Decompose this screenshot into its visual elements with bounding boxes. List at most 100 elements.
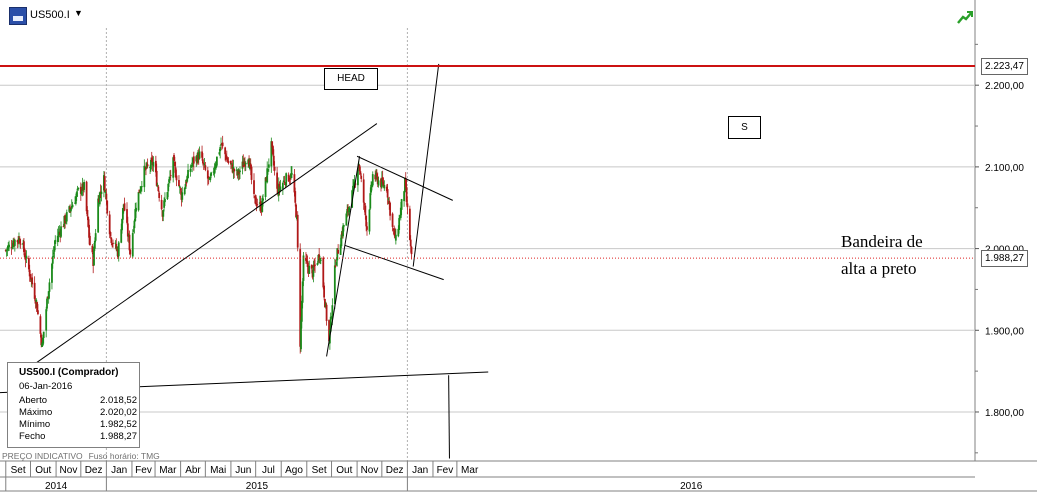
info-value: 1.982,52 xyxy=(100,419,137,430)
candle-body xyxy=(342,225,345,227)
candle-body xyxy=(394,230,396,239)
info-value: 2.020,02 xyxy=(100,407,137,418)
last-price-tag: 1.988,27 xyxy=(981,250,1028,268)
candle-body xyxy=(306,261,309,267)
candle-body xyxy=(23,253,26,258)
x-month-label: Mai xyxy=(210,465,226,476)
candle-body xyxy=(219,147,222,152)
x-year-label: 2015 xyxy=(246,481,269,492)
candle-body xyxy=(85,181,88,212)
candle-body xyxy=(88,235,91,246)
candle-body xyxy=(365,215,368,227)
candle-body xyxy=(254,195,257,205)
x-month-label: Jan xyxy=(111,465,127,476)
candle-body xyxy=(57,231,60,237)
candle-body xyxy=(406,203,409,208)
candle-body xyxy=(310,264,313,269)
candle-body xyxy=(51,263,53,283)
candle-body xyxy=(391,213,394,227)
candle-body xyxy=(19,243,22,245)
candle-body xyxy=(42,331,45,339)
info-title: US500.I (Comprador) xyxy=(19,367,119,378)
candle-body xyxy=(272,146,274,155)
candle-body xyxy=(110,237,113,243)
candle-body xyxy=(131,233,134,257)
trend-up-icon[interactable] xyxy=(957,10,973,24)
candle-body xyxy=(154,160,157,173)
x-month-label: Set xyxy=(312,465,327,476)
candle-body xyxy=(115,243,118,250)
candle-body xyxy=(112,242,114,244)
candle-body xyxy=(111,243,114,245)
candle-body xyxy=(316,263,319,265)
candle-body xyxy=(314,264,316,266)
ohlc-info-box: US500.I (Comprador) 06-Jan-2016 Aberto 2… xyxy=(7,362,140,448)
head-annotation[interactable]: HEAD xyxy=(324,68,378,90)
candle-body xyxy=(48,282,51,292)
plot-area[interactable] xyxy=(0,28,975,461)
candle-body xyxy=(249,163,252,169)
candle-body xyxy=(371,174,374,186)
candle-body xyxy=(393,229,396,231)
candle-body xyxy=(380,178,383,188)
candle-body xyxy=(376,176,379,185)
candle-body xyxy=(104,191,107,193)
candle-body xyxy=(178,180,180,187)
candle-body xyxy=(225,157,228,159)
candle-body xyxy=(375,173,378,177)
y-tick-label: 2.000,00 xyxy=(985,245,1024,256)
candle-body xyxy=(117,242,120,257)
candle-body xyxy=(281,183,284,189)
candle-body xyxy=(389,202,391,216)
candle-body xyxy=(52,252,55,254)
bull-flag-annotation[interactable]: Bandeira de alta a preto xyxy=(841,228,951,282)
candle-body xyxy=(235,169,238,171)
info-date: 06-Jan-2016 xyxy=(19,381,73,392)
candle-body xyxy=(145,166,147,170)
candle-body xyxy=(166,192,169,200)
candle-body xyxy=(282,180,285,183)
candle-body xyxy=(189,168,192,172)
candle-body xyxy=(296,214,299,248)
caret-down-icon[interactable]: ▼ xyxy=(74,8,83,18)
candle-body xyxy=(224,147,227,155)
info-label: Máximo xyxy=(19,407,53,418)
symbol-label[interactable]: US500.I xyxy=(30,9,70,21)
x-month-label: Nov xyxy=(60,465,78,476)
y-tick-label: 2.100,00 xyxy=(985,163,1024,174)
candle-body xyxy=(221,142,224,147)
x-month-label: Abr xyxy=(185,465,201,476)
candle-body xyxy=(41,337,44,346)
candle-body xyxy=(300,300,303,322)
candle-body xyxy=(93,240,96,249)
candle-body xyxy=(387,198,390,200)
indicative-price-note: PREÇO INDICATIVO Fuso horário: TMG xyxy=(2,451,160,461)
candle-body xyxy=(168,177,171,179)
candle-body xyxy=(94,233,97,241)
candle-body xyxy=(220,144,222,146)
x-year-label: 2014 xyxy=(45,481,68,492)
candle-body xyxy=(98,192,101,205)
chart-toolbar: US500.I ▼ xyxy=(0,0,975,28)
candle-body xyxy=(158,192,161,199)
x-month-label: Out xyxy=(336,465,352,476)
shoulder-annotation[interactable]: S xyxy=(728,116,761,139)
candle-body xyxy=(352,185,354,192)
candle-body xyxy=(386,189,389,198)
candle-body xyxy=(121,218,123,231)
candle-body xyxy=(388,200,391,204)
candle-body xyxy=(335,262,338,265)
x-month-label: Jul xyxy=(262,465,275,476)
candle-body xyxy=(88,224,90,238)
x-month-label: Jan xyxy=(412,465,428,476)
candle-body xyxy=(383,185,386,189)
candle-body xyxy=(302,255,305,281)
candle-body xyxy=(137,192,140,211)
candle-body xyxy=(35,299,38,302)
candle-body xyxy=(244,162,246,167)
candle-body xyxy=(325,304,328,321)
cfd-icon[interactable] xyxy=(9,7,27,25)
candle-body xyxy=(272,155,275,166)
candle-body xyxy=(256,204,259,206)
